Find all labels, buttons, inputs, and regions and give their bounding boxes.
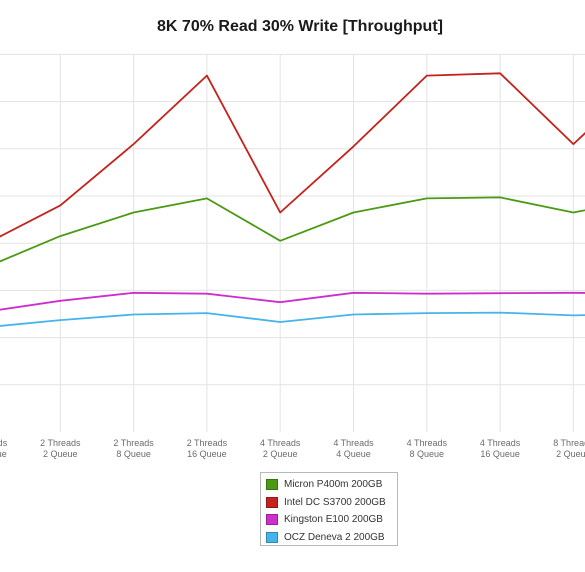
legend-item: Kingston E100 200GB [266, 511, 397, 529]
legend-label: Kingston E100 200GB [284, 514, 383, 526]
legend-swatch [266, 514, 278, 526]
series-line-kingston-e100-200gb [0, 291, 585, 311]
chart-title: 8K 70% Read 30% Write [Throughput] [157, 18, 443, 35]
series-line-ocz-deneva-2-200gb [0, 311, 585, 327]
x-tick-label: 2 Threads 16 Queue [187, 438, 228, 459]
x-tick-label: 4 Threads 4 Queue [333, 438, 374, 459]
y-gridlines [0, 53, 585, 386]
legend-item: OCZ Deneva 2 200GB [266, 529, 397, 547]
series-line-micron-p400m-200gb [0, 196, 585, 263]
legend-label: OCZ Deneva 2 200GB [284, 531, 385, 543]
legend-label: Intel DC S3700 200GB [284, 496, 386, 508]
series-line-intel-dc-s3700-200gb [0, 72, 585, 238]
legend-item: Intel DC S3700 200GB [266, 494, 397, 512]
legend: Micron P400m 200GB Intel DC S3700 200GB Ki… [260, 472, 398, 546]
x-gridlines [59, 55, 574, 432]
legend-label: Micron P400m 200GB [284, 479, 383, 491]
legend-swatch [266, 479, 278, 491]
x-tick-label: 4 Threads 8 Queue [407, 438, 448, 459]
series-lines [0, 72, 585, 327]
legend-swatch [266, 531, 278, 543]
legend-item: Micron P400m 200GB [266, 476, 397, 494]
x-tick-label: 4 Threads 2 Queue [260, 438, 301, 459]
legend-swatch [266, 496, 278, 508]
x-tick-label: 4 Threads 16 Queue [480, 438, 521, 459]
x-tick-label: 2 Threads 8 Queue [113, 438, 154, 459]
x-tick-label: 2 Threads 2 Queue [40, 438, 81, 459]
